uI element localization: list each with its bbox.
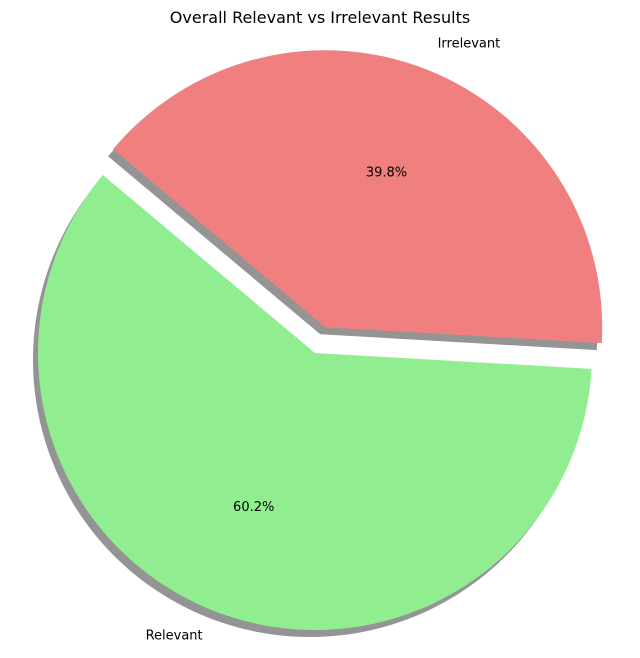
slice-label-irrelevant: Irrelevant (438, 37, 501, 52)
slice-percent-relevant: 60.2% (233, 500, 274, 515)
chart-title: Overall Relevant vs Irrelevant Results (170, 8, 470, 27)
slice-label-relevant: Relevant (146, 629, 203, 644)
pie-slices (37, 50, 603, 631)
pie-labels: Relevant 60.2% Irrelevant 39.8% (146, 37, 501, 644)
pie-slice-relevant (37, 174, 592, 631)
slice-percent-irrelevant: 39.8% (366, 165, 407, 180)
pie-slice-irrelevant (113, 50, 603, 344)
